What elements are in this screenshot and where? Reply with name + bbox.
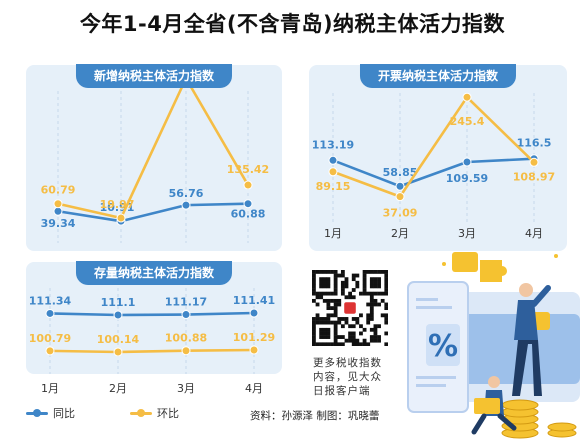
- data-label-yoy: 111.41: [233, 294, 275, 307]
- data-point-mom: [462, 92, 472, 102]
- data-point-mom: [243, 180, 253, 190]
- data-point-mom: [249, 345, 259, 355]
- data-label-yoy: 113.19: [312, 138, 354, 151]
- data-point-yoy: [243, 199, 253, 209]
- series-line-mom: [332, 95, 535, 198]
- data-point-yoy: [328, 155, 338, 165]
- data-label-mom: 60.79: [41, 184, 76, 197]
- series-line-yoy: [332, 157, 535, 188]
- data-point-yoy: [462, 157, 472, 167]
- panel-existing-taxpayers: 存量纳税主体活力指数 111.34 111.1 111.17 111.41 100.79…: [26, 261, 282, 374]
- data-point-yoy: [181, 310, 191, 320]
- data-label-mom: 135.42: [227, 163, 269, 176]
- data-point-mom: [113, 347, 123, 357]
- legend-item-mom: 环比: [130, 405, 179, 421]
- chart-existing-taxpayers: 111.34 111.1 111.17 111.41 100.79 100.14 100.8…: [29, 288, 275, 374]
- data-point-yoy: [113, 310, 123, 320]
- x-tick-label: 2月: [109, 382, 127, 395]
- legend-item-yoy: 同比: [26, 405, 75, 421]
- x-tick-label: 4月: [525, 227, 543, 240]
- x-axis-existing: 1月 2月 3月 4月: [41, 382, 263, 395]
- data-label-yoy: 60.88: [231, 208, 266, 221]
- data-label-mom: 100.79: [29, 332, 71, 345]
- infographic-title: 今年1-4月全省(不含青岛)纳税主体活力指数: [79, 12, 506, 36]
- x-tick-label: 2月: [391, 227, 409, 240]
- series-line-yoy: [57, 202, 249, 223]
- data-label-mom: 101.29: [233, 331, 275, 344]
- data-point-yoy: [45, 308, 55, 318]
- data-point-mom: [328, 167, 338, 177]
- panel-title-invoicing: 开票纳税主体活力指数: [359, 64, 517, 88]
- data-point-mom: [45, 346, 55, 356]
- data-label-mom: 245.4: [450, 115, 485, 128]
- data-label-yoy: 116.5: [517, 137, 552, 150]
- panel-new-taxpayers: 新增纳税主体活力指数 39.34 10.91 56.76 60.88 60.79 19.9…: [26, 56, 282, 251]
- x-axis-new: [26, 250, 282, 251]
- x-tick-label: 3月: [177, 382, 195, 395]
- data-label-yoy: 39.34: [41, 217, 76, 230]
- data-label-yoy: 111.1: [101, 296, 136, 309]
- svg-text:%: %: [428, 329, 458, 364]
- data-point-mom: [529, 157, 539, 167]
- data-point-yoy: [249, 308, 259, 318]
- data-label-yoy: 111.34: [29, 294, 72, 307]
- data-label-yoy: 56.76: [169, 187, 204, 200]
- panel-title-new: 新增纳税主体活力指数: [75, 64, 233, 88]
- data-label-yoy: 58.85: [383, 166, 418, 179]
- qr-code[interactable]: [312, 270, 389, 347]
- data-label-mom: 37.09: [383, 207, 418, 220]
- legend: 同比 环比: [22, 405, 262, 423]
- qr-caption: 更多税收指数内容，见大众日报客户端: [313, 357, 382, 397]
- data-label-mom: 89.15: [316, 180, 351, 193]
- data-label-yoy: 109.59: [446, 172, 488, 185]
- data-point-mom: [395, 192, 405, 202]
- data-point-yoy: [181, 200, 191, 210]
- x-tick-label: 1月: [41, 382, 59, 395]
- data-label-mom: 100.88: [165, 332, 207, 345]
- data-label-mom: 19.97: [100, 198, 135, 211]
- credits: 资料：孙源泽 制图：巩晓蕾: [250, 410, 380, 422]
- legend-label-mom: 环比: [157, 407, 179, 420]
- data-label-yoy: 111.17: [165, 296, 207, 309]
- data-point-yoy: [53, 206, 63, 216]
- panel-title-existing: 存量纳税主体活力指数: [75, 261, 233, 285]
- tax-illustration: %: [407, 252, 580, 439]
- chart-invoicing-taxpayers: 113.19 58.85 109.59 116.5 89.15 37.09 245.4 108…: [312, 92, 555, 240]
- legend-label-yoy: 同比: [53, 407, 75, 420]
- x-tick-label: 3月: [458, 227, 476, 240]
- data-point-mom: [181, 346, 191, 356]
- data-label-mom: 108.97: [513, 170, 555, 183]
- data-point-yoy: [395, 181, 405, 191]
- data-point-mom: [53, 199, 63, 209]
- chart-new-taxpayers: 39.3410.9156.7660.8860.7919.97587.49135.…: [41, 56, 269, 243]
- series-line-mom: [49, 348, 255, 354]
- panel-invoicing-taxpayers: 开票纳税主体活力指数 113.19 58.85 109.59 116.5 89.15 37…: [309, 64, 567, 251]
- data-label-mom: 100.14: [97, 333, 140, 346]
- x-tick-label: 4月: [245, 382, 263, 395]
- data-point-mom: [116, 213, 126, 223]
- x-tick-label: 1月: [324, 227, 342, 240]
- series-line-yoy: [49, 311, 255, 317]
- series-line-mom: [57, 77, 250, 220]
